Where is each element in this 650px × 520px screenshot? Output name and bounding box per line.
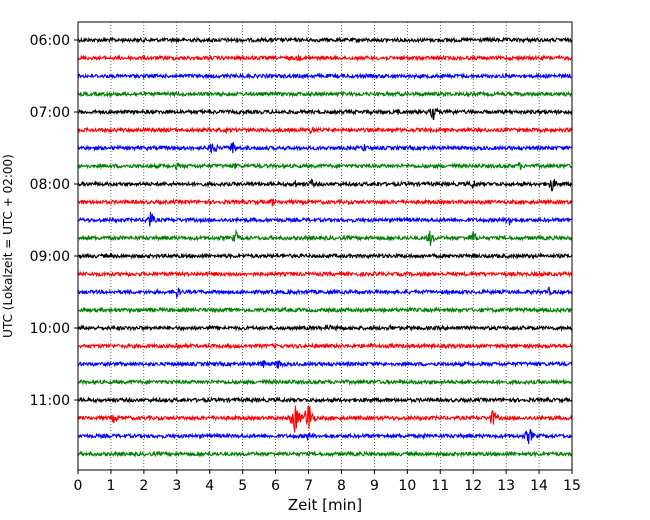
trace-1000 bbox=[77, 323, 573, 332]
x-tick-label-15: 15 bbox=[563, 478, 581, 494]
x-tick-label-1: 1 bbox=[106, 478, 115, 494]
trace-1030 bbox=[77, 360, 573, 369]
trace-0715 bbox=[77, 126, 573, 135]
trace-0930 bbox=[77, 286, 573, 300]
x-tick-label-6: 6 bbox=[271, 478, 280, 494]
grid-lines bbox=[77, 22, 573, 470]
trace-0700 bbox=[77, 106, 573, 121]
y-tick-label-0600: 06:00 bbox=[30, 33, 70, 49]
trace-0830 bbox=[77, 211, 573, 227]
trace-0645 bbox=[77, 90, 573, 98]
trace-0915 bbox=[77, 270, 573, 278]
y-tick-label-1100: 11:00 bbox=[30, 393, 70, 409]
trace-0945 bbox=[77, 306, 573, 314]
y-tick-label-0900: 09:00 bbox=[30, 249, 70, 265]
trace-0615 bbox=[77, 54, 573, 62]
trace-0900 bbox=[77, 252, 573, 260]
trace-1130 bbox=[77, 428, 573, 444]
x-tick-label-11: 11 bbox=[431, 478, 449, 494]
x-tick-label-13: 13 bbox=[497, 478, 515, 494]
trace-0845 bbox=[77, 229, 573, 246]
x-tick-label-4: 4 bbox=[205, 478, 214, 494]
x-axis-ticks: 0 1 2 3 4 5 6 7 8 9 10 11 12 13 14 15 bbox=[74, 470, 581, 494]
x-tick-label-10: 10 bbox=[398, 478, 416, 494]
plot-frame bbox=[77, 21, 573, 471]
trace-0730 bbox=[77, 141, 573, 154]
x-tick-label-3: 3 bbox=[172, 478, 181, 494]
x-tick-label-7: 7 bbox=[304, 478, 313, 494]
x-tick-label-8: 8 bbox=[337, 478, 346, 494]
trace-0600 bbox=[77, 36, 573, 44]
seismic-traces bbox=[77, 36, 573, 458]
trace-0630 bbox=[77, 72, 573, 80]
x-tick-label-12: 12 bbox=[464, 478, 482, 494]
y-axis-ticks: 06:00 07:00 08:00 09:00 10:00 11:00 bbox=[30, 33, 78, 409]
y-axis-label: UTC (Lokalzeit = UTC + 02:00) bbox=[1, 154, 15, 338]
x-tick-label-9: 9 bbox=[370, 478, 379, 494]
x-tick-label-2: 2 bbox=[139, 478, 148, 494]
x-tick-label-14: 14 bbox=[530, 478, 548, 494]
trace-1100 bbox=[77, 396, 573, 404]
y-tick-label-0800: 08:00 bbox=[30, 177, 70, 193]
trace-0800 bbox=[77, 178, 573, 192]
trace-1045 bbox=[77, 378, 573, 386]
trace-1015 bbox=[77, 342, 573, 351]
trace-0815 bbox=[77, 198, 573, 207]
x-tick-label-5: 5 bbox=[238, 478, 247, 494]
x-tick-label-0: 0 bbox=[74, 478, 83, 494]
trace-1145 bbox=[77, 450, 573, 458]
trace-1115 bbox=[77, 405, 573, 433]
trace-0745 bbox=[77, 162, 573, 171]
y-tick-label-1000: 10:00 bbox=[30, 321, 70, 337]
y-tick-label-0700: 07:00 bbox=[30, 105, 70, 121]
x-axis-label: Zeit [min] bbox=[288, 496, 362, 514]
